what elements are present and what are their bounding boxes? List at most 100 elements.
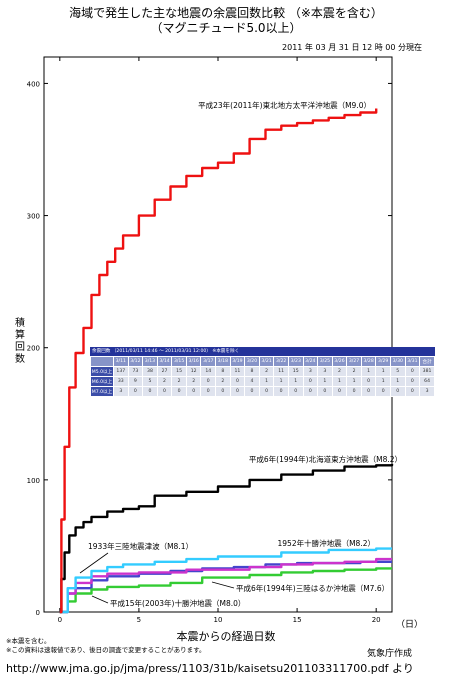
label-pointer: [211, 581, 235, 589]
footnote: ※この資料は速報値であり、後日の調査で変更することがあります。: [6, 646, 206, 654]
table-cell: 3/17: [200, 356, 217, 367]
series-label: 1933年三陸地震津波（M8.1）: [88, 541, 193, 551]
table-cell: 1: [375, 376, 391, 387]
table-cell: 2: [346, 366, 362, 377]
table-header: 余震回数 （2011/03/11 14:46 ～ 2011/03/31 12:0…: [90, 347, 435, 356]
table-cell: 0: [229, 386, 246, 397]
aftershock-count-table: 余震回数 （2011/03/11 14:46 ～ 2011/03/31 12:0…: [90, 347, 435, 397]
series-line: [59, 567, 392, 614]
table-cell: 3/27: [346, 356, 362, 367]
row-label: [90, 356, 114, 367]
row-label: M7.0以上: [90, 386, 114, 397]
series-label: 平成6年(1994年)三陸はるか沖地震（M7.6）: [236, 583, 389, 593]
table-cell: 3: [317, 366, 333, 377]
table-cell: 3/12: [127, 356, 144, 367]
table-cell: 合計: [419, 356, 435, 367]
table-cell: 0: [185, 386, 202, 397]
table-cell: 0: [229, 376, 246, 387]
table-cell: 8: [215, 366, 231, 377]
table-cell: 15: [171, 366, 187, 377]
table-cell: 3/22: [273, 356, 289, 367]
table-cell: 27: [156, 366, 173, 377]
y-tick-label: 200: [27, 345, 40, 353]
table-cell: 0: [302, 376, 319, 387]
date-row: 3/11 3/12 3/13 3/14 3/15 3/16 3/17 3/18 3/19 3/20…: [90, 356, 435, 367]
table-cell: 5: [389, 366, 406, 377]
footnote: ※本震を含む。: [6, 637, 51, 645]
table-cell: 3/19: [229, 356, 246, 367]
table-cell: 0: [375, 386, 391, 397]
x-axis-label: 本震からの経過日数: [176, 630, 276, 643]
table-cell: 0: [404, 366, 421, 377]
table-cell: 3/30: [389, 356, 406, 367]
table-cell: 14: [200, 366, 217, 377]
table-cell: 3/29: [375, 356, 391, 367]
table-cell: 3/20: [244, 356, 260, 367]
table-cell: 2: [215, 376, 231, 387]
table-cell: 0: [127, 386, 144, 397]
table-cell: 1: [346, 376, 362, 387]
table-cell: 3/18: [215, 356, 231, 367]
table-cell: 1: [258, 376, 275, 387]
table-cell: 4: [244, 376, 260, 387]
table-cell: 0: [171, 386, 187, 397]
table-cell: 3: [113, 386, 129, 397]
chart-subtitle: （マグニチュード5.0以上）: [150, 21, 302, 35]
plot-frame: [43, 56, 393, 613]
table-cell: 137: [113, 366, 129, 377]
table-cell: 3/28: [360, 356, 377, 367]
row-label: M6.0以上: [90, 376, 114, 387]
table-cell: 0: [389, 386, 406, 397]
table-cell: 0: [302, 386, 319, 397]
table-cell: 3/11: [113, 356, 129, 367]
label-pointer: [79, 552, 109, 574]
table-cell: 3/14: [156, 356, 173, 367]
table-cell: 9: [127, 376, 144, 387]
table-cell: 3/25: [317, 356, 333, 367]
series-line: [59, 108, 378, 614]
table-cell: 0: [360, 376, 377, 387]
table-cell: 1: [389, 376, 406, 387]
table-cell: 3: [419, 386, 435, 397]
y-tick-label: 100: [27, 477, 40, 485]
table-cell: 0: [258, 386, 275, 397]
table-cell: 2: [156, 376, 173, 387]
table-cell: 0: [200, 386, 217, 397]
table-cell: 3/15: [171, 356, 187, 367]
table-cell: 1: [317, 376, 333, 387]
table-cell: 12: [185, 366, 202, 377]
table-cell: 0: [142, 386, 158, 397]
table-cell: 3/13: [142, 356, 158, 367]
series-label: 1952年十勝沖地震（M8.2）: [278, 538, 376, 548]
y-axis-label: 積算回数: [15, 318, 25, 365]
table-cell: 0: [244, 386, 260, 397]
x-tick-label: 15: [293, 616, 302, 624]
table-cell: 38: [142, 366, 158, 377]
chart-title: 海域で発生した主な地震の余震回数比較 （※本震を含む）: [69, 6, 383, 20]
table-cell: 8: [244, 366, 260, 377]
table-cell: 1: [287, 376, 304, 387]
table-row: M7.0以上 3 0 0 0 0 0 0 0 0 0 0 0 0 0 0 0 0 0 0 0 0 3: [90, 386, 435, 397]
source-url: http://www.jma.go.jp/jma/press/1103/31b/…: [6, 662, 414, 675]
table-row: M5.0以上 137 73 38 27 15 12 14 8 11 8 2 11 15 3 3 2 2 1 1 5 0 38…: [90, 366, 435, 377]
series-label: 平成15年(2003年)十勝沖地震（M8.0）: [110, 598, 245, 608]
x-tick-label: 0: [58, 616, 62, 624]
table-cell: 2: [171, 376, 187, 387]
table-cell: 0: [200, 376, 217, 387]
table-cell: 1: [375, 366, 391, 377]
credit: 気象庁作成: [366, 649, 412, 659]
table: 3/11 3/12 3/13 3/14 3/15 3/16 3/17 3/18 3/19 3/20…: [90, 356, 435, 397]
table-cell: 0: [360, 386, 377, 397]
table-cell: 0: [273, 386, 289, 397]
table-cell: 1: [360, 366, 377, 377]
table-cell: 1: [331, 376, 348, 387]
table-cell: 15: [287, 366, 304, 377]
footnotes: ※本震を含む。 ※この資料は速報値であり、後日の調査で変更することがあります。: [6, 637, 205, 655]
series-line: [59, 464, 394, 614]
table-cell: 5: [142, 376, 158, 387]
timestamp: 2011 年 03 月 31 日 12 時 00 分現在: [282, 43, 422, 52]
table-cell: 1: [273, 376, 289, 387]
table-cell: 73: [127, 366, 144, 377]
y-tick-label: 0: [36, 609, 40, 617]
